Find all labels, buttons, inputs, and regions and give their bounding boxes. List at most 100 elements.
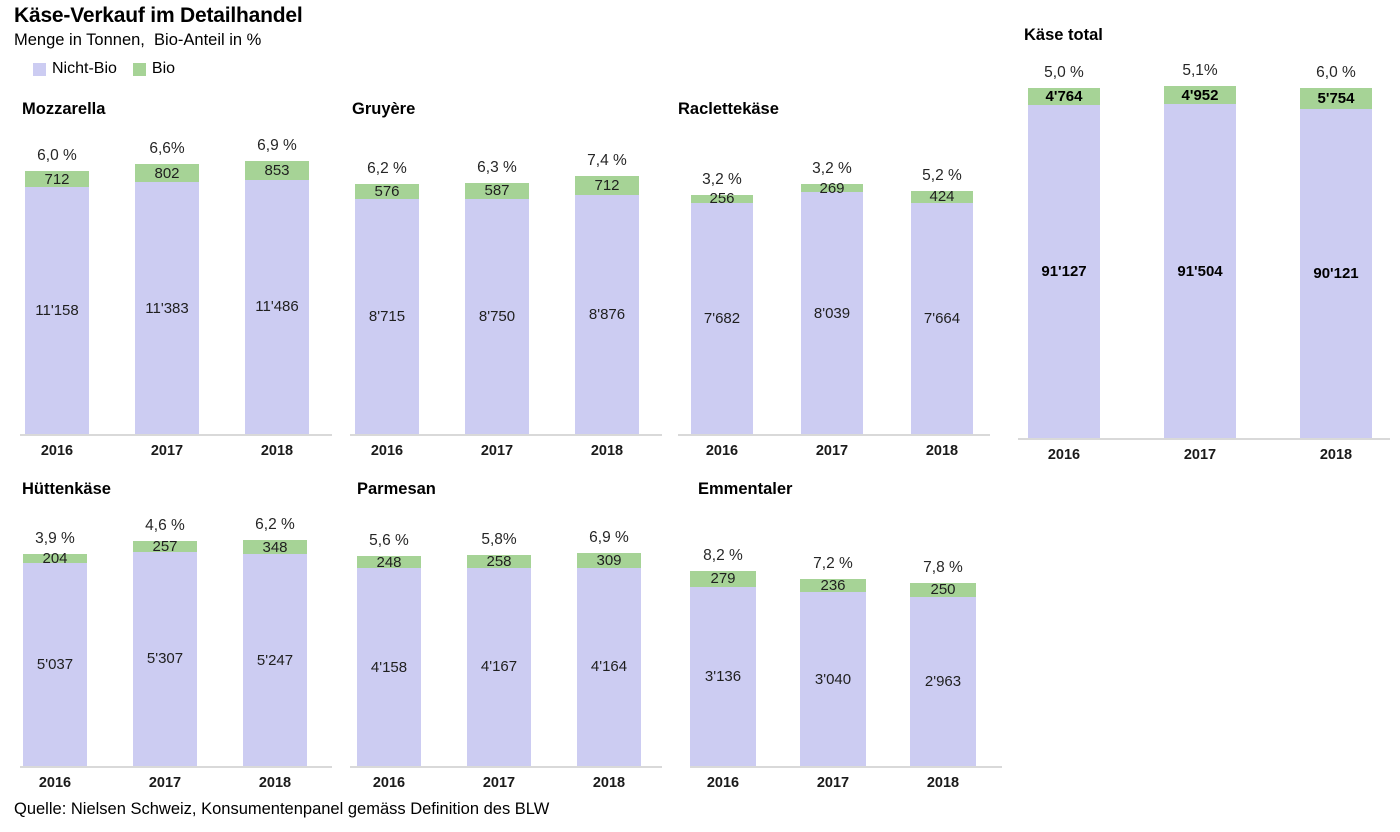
bio-segment [801,184,863,193]
bio-value-label: 802 [154,164,180,182]
bio-segment [467,555,531,568]
bio-share-label: 3,2 % [702,171,742,189]
nicht-bio-segment [910,596,976,766]
bio-share-label: 4,6 % [145,517,185,535]
bio-swatch-icon [132,62,146,76]
nicht-bio-segment [245,179,309,434]
bio-segment [357,556,421,568]
nicht-bio-value-label: 8'750 [478,307,516,325]
bio-segment [1164,86,1236,105]
nicht-bio-segment [357,568,421,766]
nicht-bio-segment [465,198,529,434]
legend-label-bio: Bio [151,60,176,77]
x-axis-line [350,434,662,436]
x-axis-line [1018,438,1390,440]
bio-value-label: 576 [374,183,400,201]
bio-segment [245,161,309,180]
chart-title: Gruyère [352,100,416,118]
nicht-bio-value-label: 8'876 [588,306,626,324]
nicht-bio-value-label: 8'039 [813,304,851,322]
bio-segment [690,571,756,587]
bio-share-label: 5,0 % [1044,64,1084,82]
bio-value-label: 250 [930,581,956,599]
year-label: 2017 [148,775,182,791]
year-label: 2018 [1319,447,1353,463]
nicht-bio-value-label: 7'682 [703,309,741,327]
bio-value-label: 279 [710,570,736,588]
nicht-bio-segment [575,195,639,434]
nicht-bio-segment [467,567,531,766]
bio-share-label: 7,8 % [923,558,963,576]
bio-segment [575,176,639,196]
year-label: 2018 [926,775,960,791]
nicht-bio-segment [690,586,756,766]
year-label: 2017 [150,443,184,459]
nicht-bio-value-label: 4'158 [370,658,408,676]
bio-value-label: 236 [820,577,846,595]
nicht-bio-value-label: 11'158 [35,302,79,320]
bio-value-label: 712 [44,170,70,188]
nicht-bio-value-label: 5'307 [146,650,184,668]
chart-title: Parmesan [357,480,436,498]
bio-share-label: 5,2 % [922,166,962,184]
bio-share-label: 7,4 % [587,152,627,169]
x-axis-line [20,766,332,768]
bio-segment [800,578,866,593]
bio-share-label: 8,2 % [703,547,743,564]
bio-segment [243,540,307,555]
bio-segment [133,541,197,552]
nicht-bio-segment [1164,104,1236,438]
legend: Nicht-Bio Bio [33,60,191,78]
nicht-bio-segment [911,203,973,434]
legend-item-nicht-bio: Nicht-Bio [33,60,117,78]
page-title: Käse-Verkauf im Detailhandel [14,4,303,27]
bio-value-label: 853 [264,161,290,179]
year-label: 2018 [592,775,626,791]
bio-value-label: 248 [376,553,402,571]
nicht-bio-segment [355,199,419,434]
nicht-bio-segment [23,562,87,766]
nicht-bio-value-label: 2'963 [924,672,962,690]
bio-share-label: 6,9 % [589,529,629,546]
nicht-bio-value-label: 8'715 [368,308,406,326]
nicht-bio-segment [800,592,866,766]
bio-value-label: 587 [484,182,510,200]
x-axis-line [678,434,990,436]
year-label: 2016 [705,443,739,459]
bio-share-label: 6,3 % [477,158,517,176]
bio-share-label: 3,2 % [812,160,852,177]
nicht-bio-value-label: 91'504 [1177,262,1223,280]
bio-segment [910,582,976,597]
x-axis-line [20,434,332,436]
legend-item-bio: Bio [132,60,176,78]
source-note: Quelle: Nielsen Schweiz, Konsumentenpane… [14,800,550,818]
year-label: 2017 [482,775,516,791]
year-label: 2016 [1047,447,1081,463]
bio-segment [465,182,529,199]
nicht-bio-value-label: 11'486 [255,298,299,316]
nicht-bio-value-label: 5'247 [256,651,294,669]
year-label: 2017 [816,775,850,791]
x-axis-line [350,766,662,768]
year-label: 2016 [370,443,404,459]
bio-value-label: 348 [262,538,288,556]
nicht-bio-swatch-icon [33,62,46,76]
bio-value-label: 5'754 [1317,90,1355,108]
year-label: 2018 [925,443,959,459]
bio-share-label: 6,0 % [37,147,77,165]
nicht-bio-segment [1300,109,1372,438]
bio-segment [911,190,973,204]
nicht-bio-value-label: 3'136 [704,667,742,685]
year-label: 2017 [480,443,514,459]
bio-share-label: 6,0 % [1316,64,1356,82]
year-label: 2018 [590,443,624,459]
bio-share-label: 6,2 % [367,159,407,177]
bio-segment [23,554,87,563]
year-label: 2017 [1183,447,1217,463]
bio-value-label: 4'952 [1181,86,1219,104]
nicht-bio-value-label: 91'127 [1041,263,1087,281]
chart-title: Käse total [1024,26,1103,44]
bio-segment [1300,88,1372,110]
